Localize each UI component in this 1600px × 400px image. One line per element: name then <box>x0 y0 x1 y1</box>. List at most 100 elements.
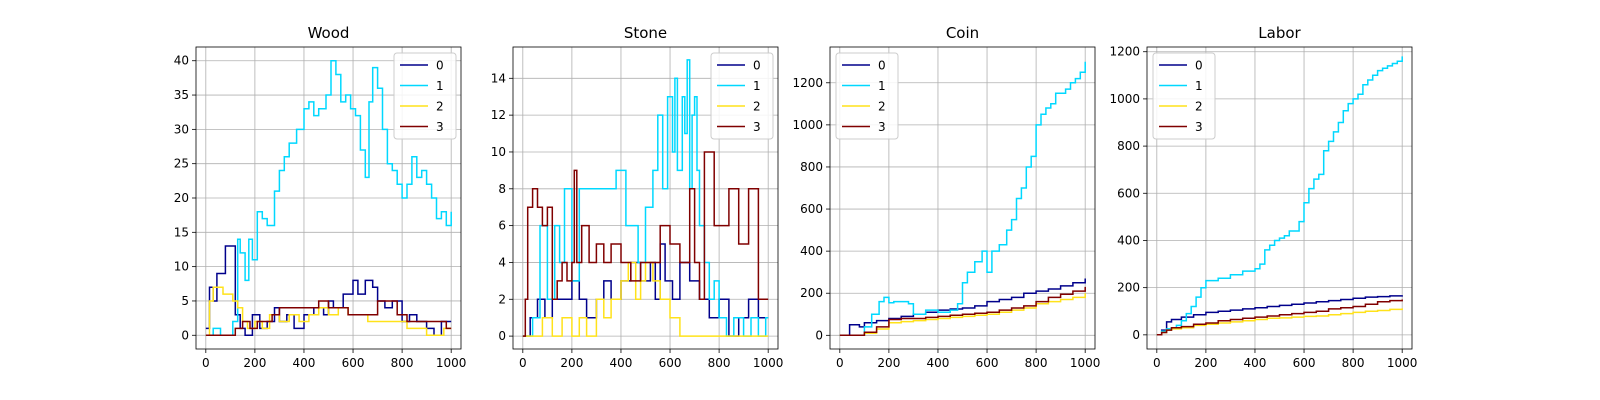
chart-panel-0: 0 200 400 600 800 1000 0 5 10 15 20 25 30 35 40 Wood 0 1 2… <box>174 24 467 370</box>
x-tick-label-3: 600 <box>1293 356 1316 370</box>
chart-title: Wood <box>308 24 350 42</box>
x-tick-label-4: 800 <box>1025 356 1048 370</box>
legend-label-1: 1 <box>878 79 886 93</box>
x-tick-label-4: 800 <box>391 356 414 370</box>
x-tick-label-0: 0 <box>836 356 844 370</box>
series-line-0 <box>839 278 1086 337</box>
legend: 0 1 2 3 <box>393 52 457 140</box>
y-tick-label-5: 10 <box>491 145 506 159</box>
legend-label-2: 2 <box>1195 100 1203 114</box>
legend-label-3: 3 <box>878 120 886 134</box>
x-tick-label-1: 200 <box>877 356 900 370</box>
y-tick-label-6: 12 <box>491 108 506 122</box>
y-tick-label-0: 0 <box>498 329 506 343</box>
y-tick-label-2: 400 <box>1117 233 1140 247</box>
y-tick-label-6: 1200 <box>1109 45 1140 59</box>
series-line-3 <box>839 286 1086 337</box>
x-tick-label-0: 0 <box>519 356 527 370</box>
x-tick-label-5: 1000 <box>1070 356 1101 370</box>
chart-panel-3: 0 200 400 600 800 1000 0 200 400 600 800 1000 1200 La… <box>1109 24 1417 370</box>
y-tick-label-2: 4 <box>498 255 506 269</box>
x-tick-label-4: 800 <box>708 356 731 370</box>
series-group <box>205 59 452 337</box>
series-line-1 <box>522 59 769 337</box>
series-line-3 <box>1156 299 1403 336</box>
legend-label-1: 1 <box>753 79 761 93</box>
x-tick-label-0: 0 <box>1153 356 1161 370</box>
x-tick-label-4: 800 <box>1342 356 1365 370</box>
x-tick-label-2: 400 <box>610 356 633 370</box>
x-tick-label-5: 1000 <box>1387 356 1418 370</box>
axes-frame <box>512 46 779 350</box>
series-line-2 <box>205 286 452 337</box>
series-line-1 <box>205 59 452 337</box>
y-tick-label-4: 8 <box>498 182 506 196</box>
y-tick-label-5: 25 <box>174 157 189 171</box>
legend-label-0: 0 <box>436 59 444 73</box>
y-tick-label-2: 400 <box>800 244 823 258</box>
legend-label-3: 3 <box>436 120 444 134</box>
legend-label-1: 1 <box>436 79 444 93</box>
y-tick-label-2: 10 <box>174 260 189 274</box>
x-tick-label-1: 200 <box>560 356 583 370</box>
y-tick-label-1: 200 <box>800 286 823 300</box>
legend-label-0: 0 <box>1195 59 1203 73</box>
series-line-1 <box>1156 56 1403 336</box>
x-tick-label-0: 0 <box>202 356 210 370</box>
x-tick-label-3: 600 <box>659 356 682 370</box>
x-tick-label-1: 200 <box>1194 356 1217 370</box>
series-group <box>1156 56 1403 336</box>
y-tick-label-1: 5 <box>181 294 189 308</box>
legend-label-2: 2 <box>878 100 886 114</box>
y-tick-label-0: 0 <box>815 328 823 342</box>
x-tick-label-5: 1000 <box>436 356 467 370</box>
legend-box <box>1152 52 1216 140</box>
legend-label-2: 2 <box>436 100 444 114</box>
y-tick-label-4: 20 <box>174 191 189 205</box>
series-line-0 <box>1156 295 1403 336</box>
x-tick-label-2: 400 <box>1244 356 1267 370</box>
legend-label-3: 3 <box>1195 120 1203 134</box>
legend-label-2: 2 <box>753 100 761 114</box>
y-tick-label-0: 0 <box>1132 328 1140 342</box>
series-line-3 <box>205 300 452 337</box>
y-tick-label-6: 30 <box>174 122 189 136</box>
y-tick-label-8: 40 <box>174 54 189 68</box>
legend-label-0: 0 <box>753 59 761 73</box>
y-tick-label-1: 200 <box>1117 281 1140 295</box>
legend: 0 1 2 3 <box>835 52 899 140</box>
x-tick-label-5: 1000 <box>753 356 784 370</box>
y-tick-label-5: 1000 <box>1109 92 1140 106</box>
x-tick-label-3: 600 <box>976 356 999 370</box>
legend-label-3: 3 <box>753 120 761 134</box>
legend-label-0: 0 <box>878 59 886 73</box>
y-tick-label-4: 800 <box>800 160 823 174</box>
x-tick-label-1: 200 <box>243 356 266 370</box>
x-tick-label-3: 600 <box>342 356 365 370</box>
y-tick-label-3: 15 <box>174 225 189 239</box>
series-group <box>522 59 769 337</box>
y-tick-label-5: 1000 <box>792 118 823 132</box>
legend-box <box>710 52 774 140</box>
legend: 0 1 2 3 <box>710 52 774 140</box>
y-tick-label-7: 35 <box>174 88 189 102</box>
y-tick-label-0: 0 <box>181 328 189 342</box>
x-tick-label-2: 400 <box>927 356 950 370</box>
y-tick-label-1: 2 <box>498 292 506 306</box>
y-tick-label-6: 1200 <box>792 76 823 90</box>
series-line-2 <box>1156 308 1403 336</box>
axes-frame <box>829 46 1096 350</box>
series-line-1 <box>839 61 1086 337</box>
y-tick-label-7: 14 <box>491 71 506 85</box>
legend-box <box>393 52 457 140</box>
series-group <box>839 61 1086 337</box>
y-tick-label-3: 600 <box>1117 186 1140 200</box>
y-tick-label-3: 6 <box>498 219 506 233</box>
y-tick-label-3: 600 <box>800 202 823 216</box>
y-tick-label-4: 800 <box>1117 139 1140 153</box>
legend-box <box>835 52 899 140</box>
chart-panel-2: 0 200 400 600 800 1000 0 200 400 600 800 1000 1200 Co… <box>792 24 1100 370</box>
axes-frame <box>1146 46 1413 350</box>
